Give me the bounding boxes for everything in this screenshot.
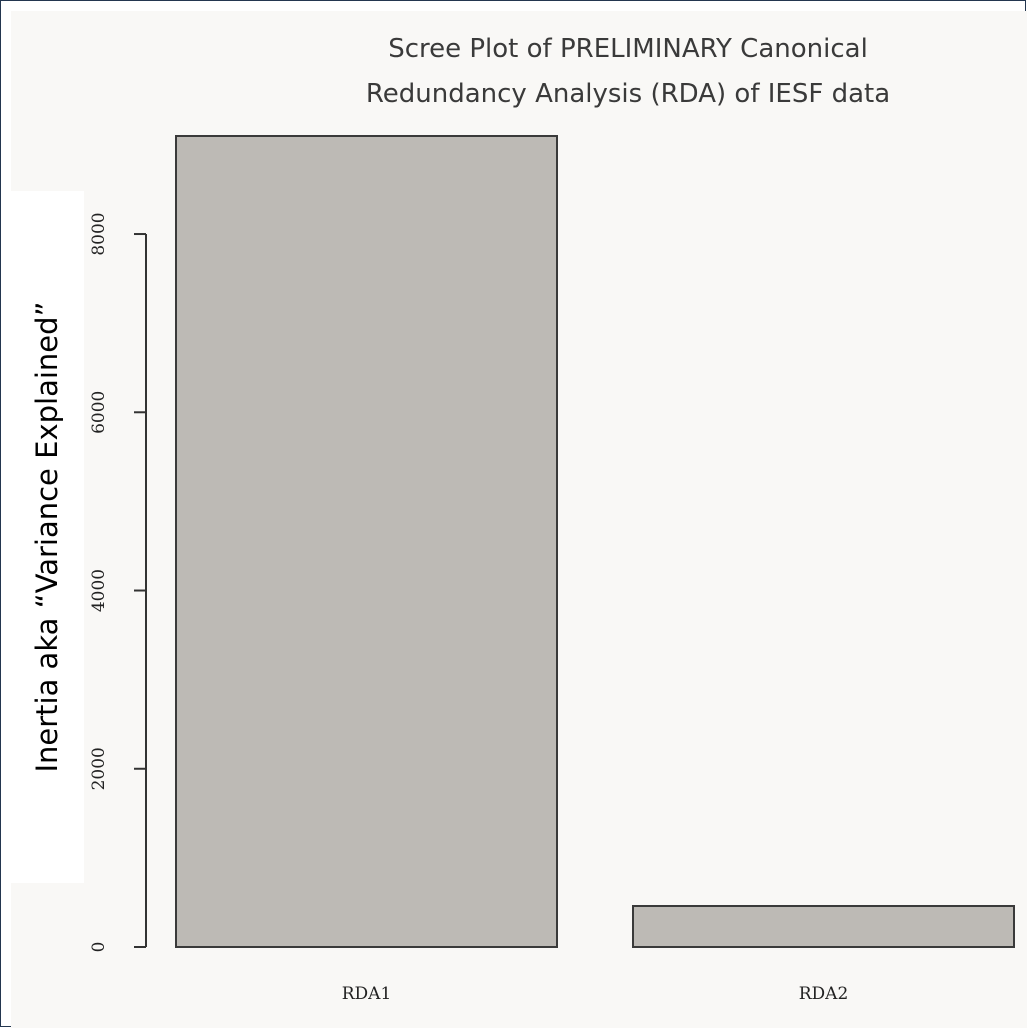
y-tick-label-4000: 4000 — [89, 569, 109, 612]
chart-title-line-1: Scree Plot of PRELIMINARY Canonical — [388, 34, 868, 64]
y-tick-label-6000: 6000 — [89, 391, 109, 434]
y-axis: 0 2000 4000 6000 8000 — [89, 212, 147, 953]
y-axis-label: Inertia aka “Variance Explained” — [30, 301, 64, 773]
chart-title: Scree Plot of PRELIMINARY Canonical Redu… — [366, 34, 890, 109]
chart-title-line-2: Redundancy Analysis (RDA) of IESF data — [366, 79, 890, 109]
y-tick-label-2000: 2000 — [89, 747, 109, 790]
bars — [175, 135, 1015, 948]
y-tick-label-8000: 8000 — [89, 212, 109, 255]
y-tick-label-0: 0 — [89, 942, 109, 953]
bar-rda2 — [632, 905, 1015, 948]
bar-rda1 — [175, 135, 558, 948]
x-axis-labels: RDA1 RDA2 — [342, 984, 849, 1004]
x-tick-label-rda1: RDA1 — [342, 984, 392, 1004]
x-tick-label-rda2: RDA2 — [799, 984, 849, 1004]
y-axis-label-box — [11, 191, 84, 883]
